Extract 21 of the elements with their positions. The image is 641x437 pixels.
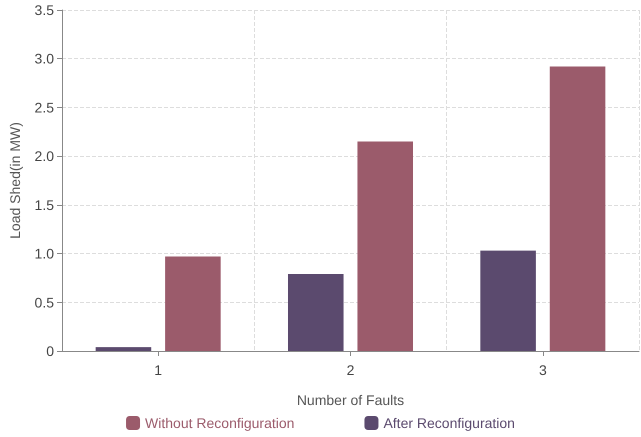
y-tick-label: 0.5 bbox=[34, 294, 54, 310]
y-tick-label: 2.5 bbox=[34, 99, 54, 116]
legend-label: After Reconfiguration bbox=[383, 415, 515, 431]
bar bbox=[357, 142, 414, 351]
x-tick-label: 2 bbox=[346, 362, 355, 378]
bar bbox=[96, 347, 152, 351]
y-tick-label: 0 bbox=[46, 343, 54, 359]
y-tick-label: 2.0 bbox=[34, 148, 54, 164]
legend-label: Without Reconfiguration bbox=[145, 415, 294, 431]
y-tick-label: 1.0 bbox=[34, 246, 54, 262]
x-tick-label: 3 bbox=[538, 362, 547, 378]
y-tick-label: 3.5 bbox=[34, 2, 54, 18]
y-tick-label: 3.0 bbox=[34, 50, 54, 67]
x-tick-label: 1 bbox=[154, 362, 162, 378]
bar bbox=[480, 250, 536, 351]
bar bbox=[165, 256, 221, 351]
bar bbox=[288, 274, 344, 351]
y-tick-label: 1.5 bbox=[34, 196, 54, 213]
bar bbox=[550, 66, 606, 351]
x-axis-title: Number of Faults bbox=[296, 392, 404, 408]
y-axis-title: Load Shed(in MW) bbox=[7, 122, 23, 239]
